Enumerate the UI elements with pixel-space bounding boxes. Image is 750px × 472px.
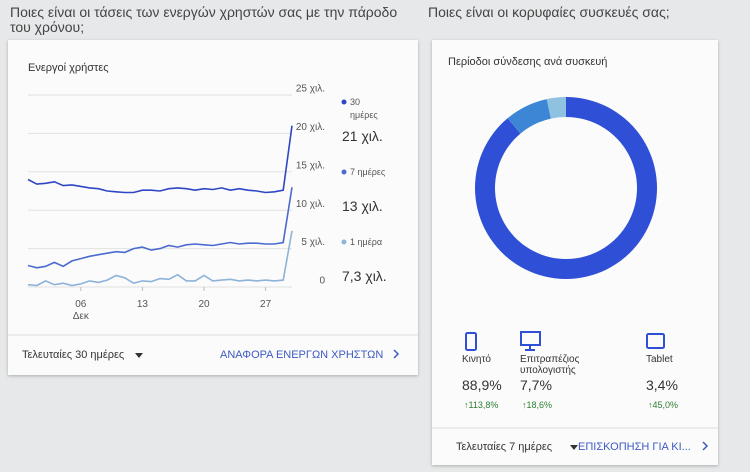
legend-name: 30 ημέρες (350, 97, 378, 120)
legend-value: 7,3 χιλ. (342, 268, 387, 284)
desktop-icon (520, 331, 541, 346)
dropdown-arrow (570, 445, 578, 450)
device-share: 7,7% (520, 377, 552, 393)
device-change: ↑18,6% (522, 400, 553, 410)
legend-dot (341, 99, 347, 105)
device-name: Tablet (646, 354, 673, 365)
device-name: Επιτραπέζιος υπολογιστής (520, 354, 580, 376)
series-line (27, 125, 293, 194)
legend-dot (341, 239, 347, 245)
chevron (702, 441, 709, 451)
y-tick-label: 15 χιλ. (296, 160, 325, 171)
y-tick-label: 25 χιλ. (296, 84, 325, 95)
chevron (393, 349, 400, 359)
device-change: ↑45,0% (648, 400, 679, 410)
active-users-card (8, 40, 418, 375)
device-name: Κινητό (462, 354, 491, 365)
legend-value: 21 χιλ. (342, 128, 383, 144)
date-range[interactable]: Τελευταίες 7 ημέρες (456, 441, 553, 453)
y-tick-label: 0 (319, 276, 325, 287)
chart-title: Ενεργοί χρήστες (28, 62, 109, 74)
section-heading: Ποιες είναι οι τάσεις των ενεργών χρηστώ… (10, 4, 398, 35)
x-tick-label: 13 (136, 299, 148, 310)
y-tick-label: 20 χιλ. (296, 122, 325, 133)
donut-segment (507, 99, 551, 134)
donut-segment (546, 97, 566, 119)
date-range[interactable]: Τελευταίες 30 ημέρες (22, 349, 125, 361)
device-share: 88,9% (462, 377, 502, 393)
chart-title: Περίοδοι σύνδεσης ανά συσκευή (448, 56, 608, 68)
device-change: ↑113,8% (464, 400, 499, 410)
series-line (27, 230, 293, 287)
section-heading: Ποιες είναι οι κορυφαίες συσκευές σας; (428, 4, 670, 20)
legend-name: 1 ημέρα (350, 237, 383, 247)
dropdown-arrow (135, 353, 143, 358)
x-tick-label: 06 Δεκ (72, 299, 89, 322)
mobile-icon (465, 332, 477, 351)
x-tick-label: 20 (198, 299, 210, 310)
legend-name: 7 ημέρες (350, 167, 386, 177)
y-tick-label: 10 χιλ. (296, 199, 325, 210)
y-tick-label: 5 χιλ. (301, 237, 325, 248)
overview-link[interactable]: ΕΠΙΣΚΟΠΗΣΗ ΓΙΑ ΚΙ... (578, 441, 691, 453)
tablet-icon (646, 333, 665, 349)
device-share: 3,4% (646, 377, 678, 393)
legend-dot (341, 169, 347, 175)
donut-segment (475, 97, 658, 279)
x-tick-label: 27 (260, 299, 272, 310)
series-line (27, 187, 293, 269)
legend-value: 13 χιλ. (342, 198, 383, 214)
report-link[interactable]: ΑΝΑΦΟΡΑ ΕΝΕΡΓΩΝ ΧΡΗΣΤΩΝ (220, 349, 384, 361)
